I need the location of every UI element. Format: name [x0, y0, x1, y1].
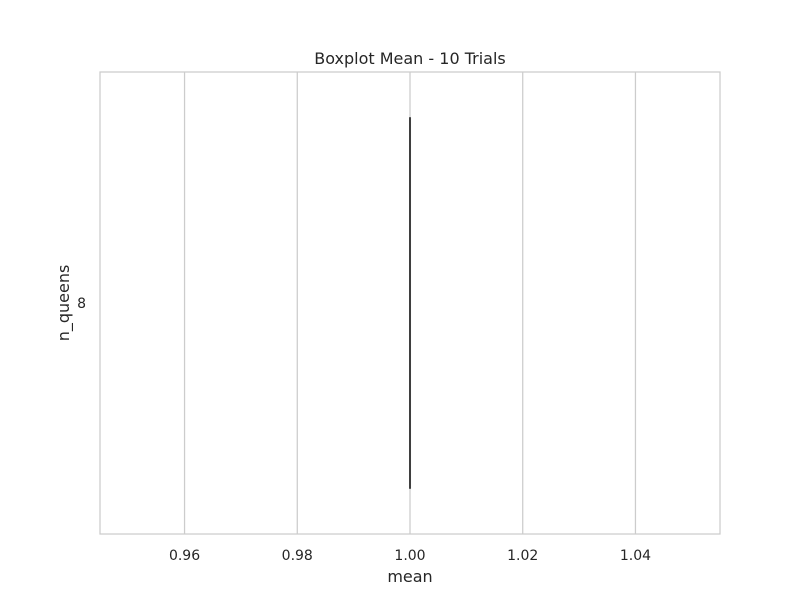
x-tick-label: 0.96 — [169, 548, 200, 564]
x-tick-labels: 0.96 0.98 1.00 1.02 1.04 — [169, 548, 651, 564]
y-tick-labels: 8 — [77, 296, 86, 312]
chart-title: Boxplot Mean - 10 Trials — [314, 49, 506, 68]
x-tick-label: 1.02 — [507, 548, 538, 564]
x-tick-label: 1.00 — [394, 548, 425, 564]
x-axis-title: mean — [387, 567, 432, 586]
y-axis-title: n_queens — [54, 265, 74, 342]
plot-frame — [99, 71, 721, 535]
x-tick-label: 0.98 — [282, 548, 313, 564]
x-tick-label: 1.04 — [620, 548, 651, 564]
y-tick-label: 8 — [77, 296, 86, 312]
